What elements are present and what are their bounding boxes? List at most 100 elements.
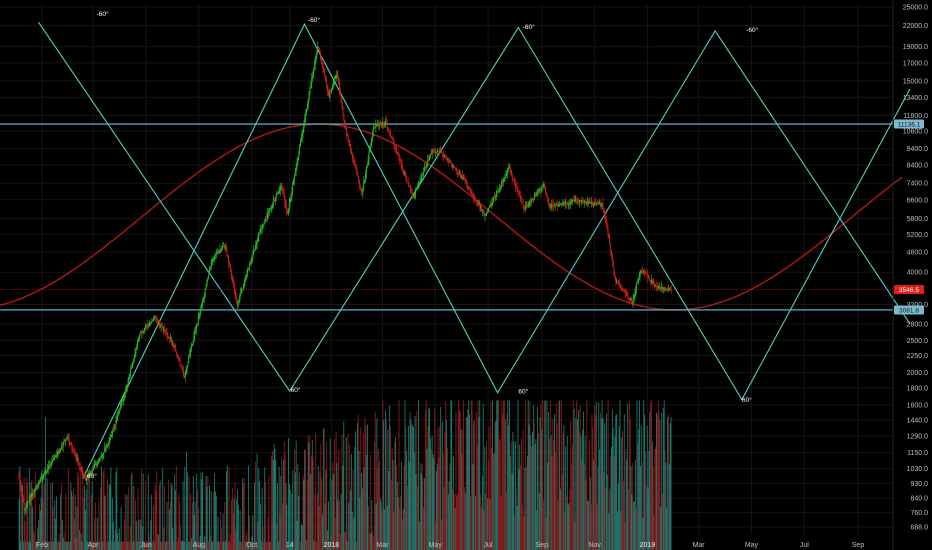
candle-body bbox=[423, 171, 424, 175]
volume-bar bbox=[552, 418, 554, 550]
volume-bar bbox=[235, 529, 237, 550]
candle-body bbox=[622, 289, 624, 291]
volume-bar bbox=[296, 520, 298, 550]
volume-bar bbox=[649, 412, 651, 550]
volume-bar bbox=[135, 520, 137, 550]
volume-bar bbox=[441, 519, 442, 550]
y-tick-label: 10600.0 bbox=[903, 129, 928, 136]
candle-body bbox=[481, 210, 483, 212]
candle-body bbox=[80, 467, 82, 470]
candle-body bbox=[626, 293, 628, 296]
volume-bar bbox=[536, 510, 538, 550]
candle-body bbox=[87, 474, 89, 478]
volume-bar bbox=[327, 530, 329, 550]
candle-body bbox=[333, 78, 335, 83]
candle-body bbox=[102, 453, 104, 455]
candle-body bbox=[167, 335, 169, 338]
candle-body bbox=[441, 151, 443, 154]
volume-bar bbox=[366, 454, 368, 550]
volume-bar bbox=[46, 478, 48, 550]
candle-body bbox=[187, 362, 189, 367]
volume-bar bbox=[458, 400, 459, 550]
volume-bar bbox=[78, 476, 80, 550]
candle-body bbox=[88, 474, 90, 475]
volume-bar bbox=[50, 541, 52, 550]
volume-bar bbox=[141, 469, 142, 550]
candle-body bbox=[554, 205, 556, 207]
volume-bar bbox=[33, 530, 34, 550]
volume-bar bbox=[59, 541, 61, 550]
candle-body bbox=[184, 373, 186, 378]
volume-bar bbox=[271, 455, 272, 550]
candle-body bbox=[358, 175, 359, 181]
candle-body bbox=[219, 249, 221, 252]
candle-body bbox=[391, 137, 393, 140]
candle-body bbox=[431, 149, 433, 155]
volume-bar bbox=[617, 483, 619, 550]
candle-body bbox=[202, 300, 204, 306]
volume-bar bbox=[149, 541, 151, 550]
candle-body bbox=[546, 195, 548, 198]
volume-bar bbox=[589, 477, 591, 550]
volume-bar bbox=[618, 426, 620, 550]
volume-bar bbox=[157, 533, 159, 550]
volume-bar bbox=[301, 525, 303, 550]
candle-body bbox=[416, 185, 418, 188]
volume-bar bbox=[216, 541, 218, 550]
candle-body bbox=[430, 154, 432, 155]
candle-body bbox=[133, 358, 135, 360]
volume-bar bbox=[184, 466, 186, 550]
candle-body bbox=[196, 324, 197, 329]
volume-bar bbox=[43, 501, 45, 550]
candle-body bbox=[143, 330, 145, 333]
candle-body bbox=[213, 257, 215, 260]
candle-body bbox=[562, 203, 564, 205]
candle-body bbox=[426, 162, 428, 165]
volume-bar bbox=[646, 425, 648, 550]
candle-body bbox=[423, 167, 425, 172]
candle-body bbox=[350, 146, 352, 151]
candle-body bbox=[524, 209, 526, 210]
candle-body bbox=[578, 199, 580, 203]
volume-bar bbox=[98, 501, 100, 550]
volume-bar bbox=[189, 541, 191, 550]
candle-body bbox=[215, 254, 217, 256]
volume-bar bbox=[348, 502, 350, 550]
volume-bar bbox=[586, 400, 588, 550]
volume-bar bbox=[524, 467, 526, 550]
volume-bar bbox=[206, 487, 208, 550]
candle-body bbox=[543, 183, 545, 185]
candle-body bbox=[609, 237, 611, 244]
volume-bar bbox=[74, 494, 76, 550]
candle-body bbox=[601, 202, 603, 205]
candle-body bbox=[365, 167, 367, 175]
volume-bar bbox=[516, 505, 518, 550]
candle-body bbox=[335, 74, 337, 79]
candle-body bbox=[27, 501, 29, 504]
candle-body bbox=[192, 341, 194, 345]
candle-body bbox=[65, 439, 67, 442]
volume-bar bbox=[593, 459, 595, 550]
volume-bar bbox=[509, 456, 511, 550]
candle-body bbox=[635, 289, 637, 293]
volume-bar bbox=[142, 473, 144, 550]
candle-body bbox=[575, 199, 577, 200]
candle-body bbox=[28, 501, 29, 503]
volume-bar bbox=[51, 481, 53, 550]
volume-bar bbox=[420, 473, 422, 550]
volume-bar bbox=[477, 400, 479, 550]
candle-body bbox=[134, 353, 136, 359]
candle-body bbox=[502, 179, 504, 184]
candle-body bbox=[339, 82, 340, 92]
volume-bar bbox=[53, 541, 55, 550]
volume-bar bbox=[325, 469, 327, 550]
volume-bar bbox=[154, 484, 156, 550]
volume-bar bbox=[70, 482, 72, 550]
candle-body bbox=[539, 189, 541, 191]
volume-bar bbox=[601, 400, 603, 550]
candle-body bbox=[271, 205, 273, 209]
candle-body bbox=[33, 492, 35, 494]
candle-body bbox=[548, 203, 550, 206]
volume-bar bbox=[356, 422, 358, 550]
